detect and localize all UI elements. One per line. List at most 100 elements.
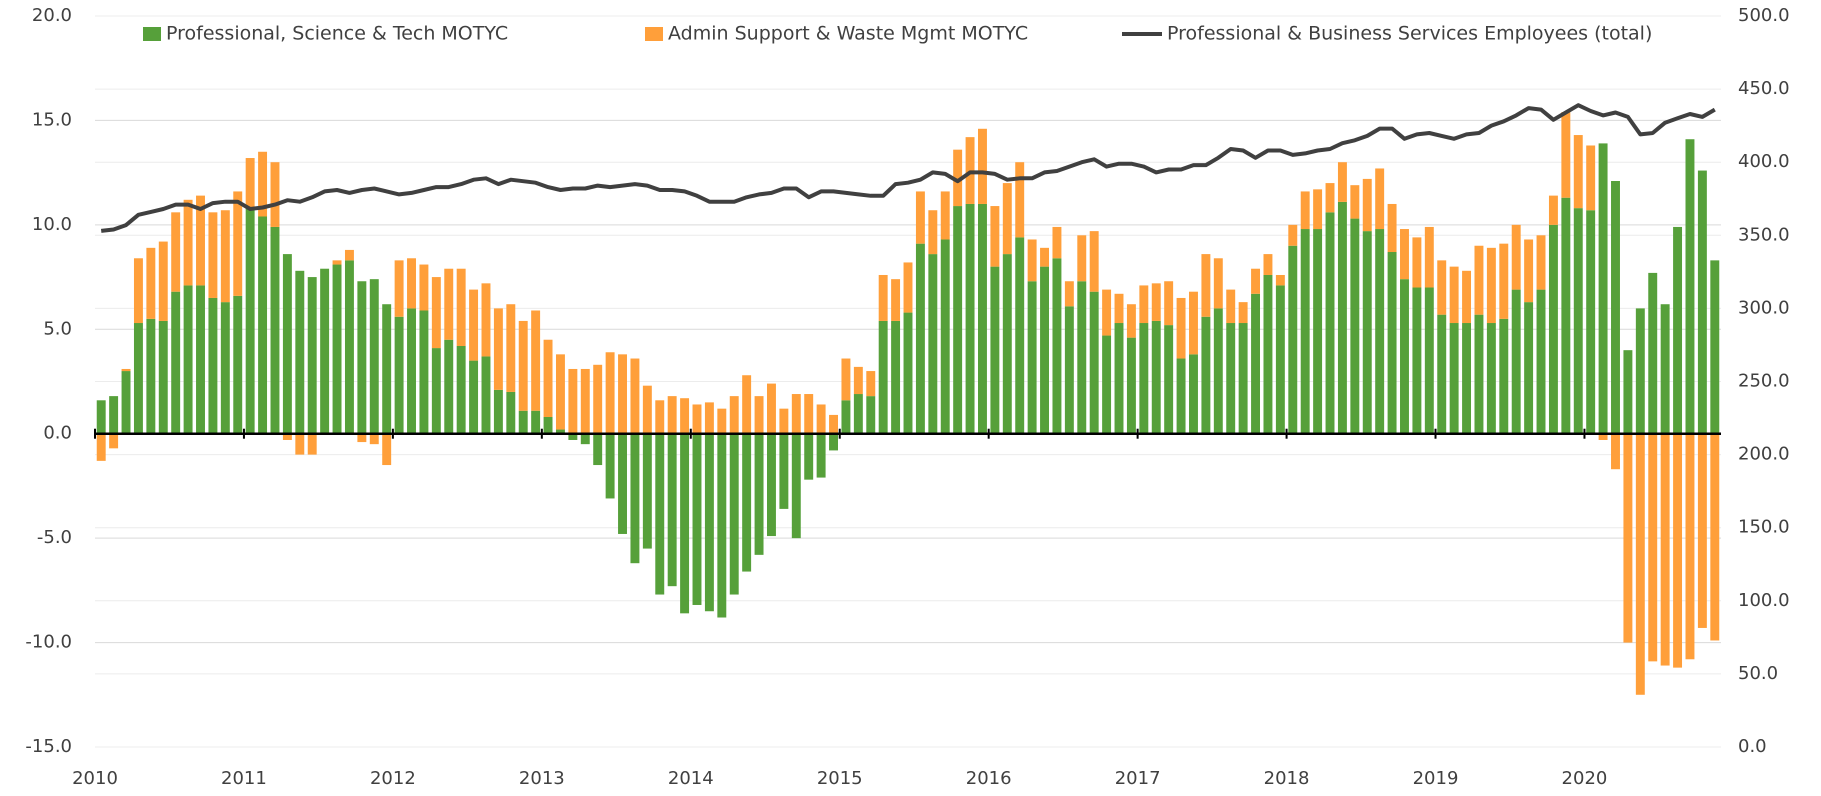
bar <box>1139 323 1149 434</box>
y2-tick-label: 100.0 <box>1738 590 1790 611</box>
bar <box>903 312 913 434</box>
y2-tick-label: 500.0 <box>1738 5 1790 26</box>
bar <box>1449 323 1459 434</box>
bar <box>357 433 367 443</box>
y-tick-label: -5.0 <box>37 527 72 548</box>
bar <box>965 203 975 434</box>
bar <box>1114 293 1124 324</box>
legend-label: Professional & Business Services Employe… <box>1167 23 1652 45</box>
bar <box>481 356 491 434</box>
bar <box>1524 302 1534 434</box>
bar <box>96 433 106 461</box>
bar <box>1673 433 1683 668</box>
bar <box>928 254 938 434</box>
bar <box>1424 287 1434 434</box>
bar <box>196 195 205 286</box>
bar <box>1598 143 1608 434</box>
y-tick-label: 0.0 <box>43 423 72 444</box>
bar <box>481 283 491 357</box>
bar <box>431 348 441 434</box>
bar <box>208 297 218 434</box>
legend-swatch <box>143 27 161 41</box>
bar <box>680 433 690 614</box>
bar <box>1176 358 1186 434</box>
bar <box>940 191 950 240</box>
bar <box>717 408 727 434</box>
bar <box>369 433 379 445</box>
x-tick-label: 2016 <box>966 768 1012 789</box>
bar <box>493 389 503 434</box>
bar <box>233 295 243 434</box>
bar <box>580 368 590 434</box>
bar <box>1548 224 1558 434</box>
bar <box>270 226 280 434</box>
bar <box>891 320 901 434</box>
bar <box>1648 272 1658 434</box>
bar <box>704 402 714 434</box>
legend-label: Admin Support & Waste Mgmt MOTYC <box>668 23 1028 45</box>
bar <box>444 268 454 340</box>
bar <box>1511 224 1521 290</box>
bar <box>518 320 528 411</box>
bar <box>642 433 652 549</box>
bar <box>568 368 578 434</box>
x-tick-label: 2011 <box>221 768 267 789</box>
bar <box>1263 254 1273 275</box>
bar <box>320 268 330 434</box>
bar <box>1362 178 1372 232</box>
bar <box>332 264 342 434</box>
bar <box>121 368 131 372</box>
bar <box>1499 318 1509 434</box>
bar <box>1697 433 1707 628</box>
bar <box>754 433 764 555</box>
bar <box>1660 304 1670 434</box>
bar <box>1586 210 1596 434</box>
bar <box>444 339 454 434</box>
bar <box>1189 291 1198 355</box>
bar <box>1064 306 1074 434</box>
bar <box>915 243 925 434</box>
bar <box>543 339 553 418</box>
bar <box>1313 229 1323 434</box>
bar <box>332 260 342 265</box>
bar <box>866 396 876 434</box>
bar <box>1151 283 1161 321</box>
bar <box>158 320 168 434</box>
bar <box>1151 320 1161 434</box>
x-tick-label: 2017 <box>1115 768 1161 789</box>
bar <box>419 264 429 311</box>
bar <box>133 323 143 434</box>
bar <box>109 396 119 434</box>
bar <box>1189 354 1198 434</box>
bar <box>853 366 863 395</box>
bar <box>1474 314 1484 434</box>
bar <box>469 360 479 434</box>
bar <box>742 375 752 434</box>
bar <box>1462 270 1472 324</box>
bar <box>816 404 826 434</box>
bar <box>1449 266 1459 324</box>
bar <box>655 400 665 434</box>
bar <box>1536 235 1546 290</box>
bar <box>506 304 516 392</box>
bar <box>568 433 578 440</box>
bar <box>1462 323 1472 434</box>
bar <box>196 285 205 434</box>
bar <box>1611 433 1620 470</box>
y2-tick-label: 200.0 <box>1738 444 1790 465</box>
x-tick-label: 2018 <box>1264 768 1310 789</box>
bar <box>1412 237 1422 288</box>
x-tick-label: 2014 <box>668 768 714 789</box>
bar <box>220 302 230 434</box>
bar <box>245 208 255 434</box>
bar <box>841 358 851 401</box>
bar <box>1387 252 1397 434</box>
bar <box>171 212 181 292</box>
bar <box>978 203 987 434</box>
bar <box>1213 258 1223 309</box>
bar <box>1325 183 1335 213</box>
bar <box>779 408 789 434</box>
bar <box>555 429 565 434</box>
bar <box>605 352 615 434</box>
bar <box>407 308 416 434</box>
